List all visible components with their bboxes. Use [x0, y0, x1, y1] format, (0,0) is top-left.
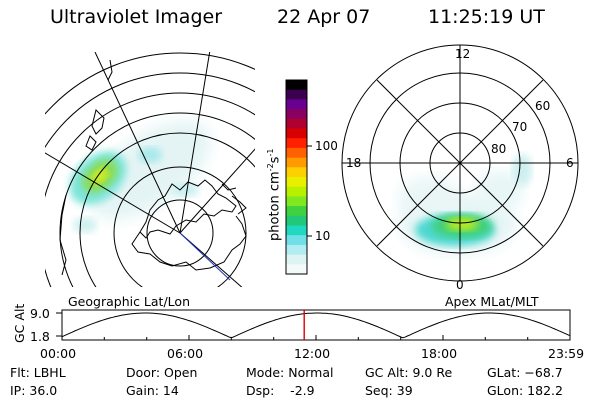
colorbar-tick-10: 10 — [315, 229, 331, 243]
colorbar-tick-100: 100 — [315, 139, 338, 153]
apex-aurora-emission — [398, 154, 532, 254]
colorbar-band — [286, 89, 307, 100]
strip-x-tick-0: 00:00 — [40, 346, 77, 361]
info-gain: Gain: 14 — [126, 383, 179, 398]
apex-lat-60: 60 — [535, 99, 551, 113]
colorbar-band — [286, 138, 307, 149]
geo-coastlines — [59, 59, 247, 276]
colorbar-band — [286, 244, 307, 256]
geo-panel-label: Geographic Lat/Lon — [68, 294, 190, 309]
apex-mlt-18: 18 — [346, 156, 362, 170]
apex-polar-plot — [341, 44, 579, 282]
apex-mlt-6: 6 — [566, 156, 574, 170]
strip-x-tick-4: 23:59 — [548, 346, 585, 361]
altitude-curve — [61, 312, 571, 339]
colorbar-band — [286, 109, 307, 120]
altitude-strip-plot — [56, 309, 571, 341]
apex-lat-80: 80 — [491, 142, 507, 156]
colorbar-band — [286, 157, 307, 168]
colorbar-band — [286, 118, 307, 130]
header-time: 11:25:19 UT — [428, 6, 545, 28]
geo-aurora-emission — [69, 120, 211, 233]
colorbar-band — [286, 147, 307, 159]
colorbar-band — [286, 254, 307, 265]
geographic-map — [45, 52, 255, 287]
info-dsp: Dsp: -2.9 — [246, 383, 315, 398]
colorbar-band — [286, 225, 307, 236]
apex-lat-70: 70 — [512, 120, 528, 134]
colorbar-unit-label: photon cm-2s-1 — [266, 148, 283, 241]
apex-panel-label: Apex MLat/MLT — [445, 294, 539, 309]
header-date: 22 Apr 07 — [277, 6, 371, 28]
colorbar-band — [286, 128, 307, 139]
strip-y-tick-min: 1.8 — [30, 329, 50, 344]
colorbar-band — [286, 177, 307, 188]
strip-x-tick-2: 12:00 — [294, 346, 331, 361]
info-door: Door: Open — [126, 365, 198, 380]
instrument-title: Ultraviolet Imager — [50, 6, 223, 28]
geo-latitude-circles — [45, 52, 255, 287]
colorbar-band — [286, 264, 307, 275]
info-mode: Mode: Normal — [246, 365, 334, 380]
strip-x-tick-3: 18:00 — [421, 346, 458, 361]
geo-satellite-track — [179, 232, 231, 281]
strip-y-tick-max: 9.0 — [30, 306, 50, 321]
colorbar-band — [286, 186, 307, 197]
colorbar-band — [286, 99, 307, 110]
colorbar-band — [286, 80, 307, 91]
info-glon: GLon: 182.2 — [487, 383, 563, 398]
strip-axis-label: GC Alt — [12, 303, 27, 343]
apex-mlt-0: 0 — [456, 278, 464, 292]
apex-mlt-diagonal-2 — [376, 79, 544, 247]
info-glat: GLat: −68.7 — [487, 365, 563, 380]
colorbar-band — [286, 196, 307, 207]
info-filter: Flt: LBHL — [10, 365, 66, 380]
colorbar-band — [286, 206, 307, 217]
colorbar-band — [286, 167, 307, 178]
colorbar-band — [286, 235, 307, 246]
strip-x-tick-1: 06:00 — [167, 346, 204, 361]
info-ip: IP: 36.0 — [10, 383, 58, 398]
apex-mlt-12: 12 — [455, 47, 471, 61]
info-gc-alt: GC Alt: 9.0 Re — [365, 365, 453, 380]
colorbar — [285, 79, 312, 275]
colorbar-band — [286, 215, 307, 227]
info-seq: Seq: 39 — [365, 383, 413, 398]
